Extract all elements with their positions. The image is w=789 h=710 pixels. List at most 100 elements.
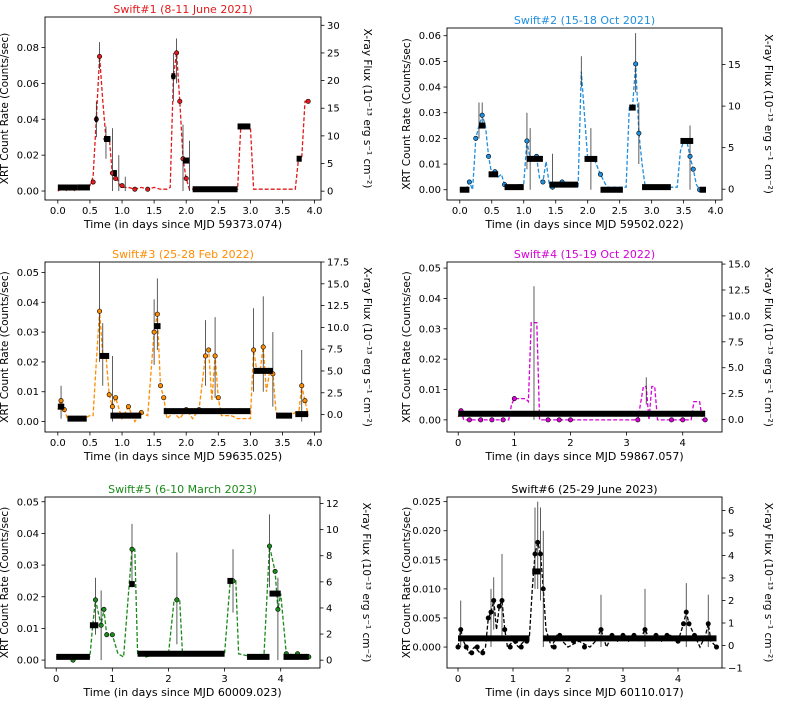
data-point	[161, 395, 167, 401]
chart-title: Swift#5 (6-10 March 2023)	[108, 483, 257, 496]
x-tick-label: 4	[680, 438, 686, 449]
x-axis-label: Time (in days since MJD 59373.074)	[83, 218, 282, 231]
data-point	[129, 546, 135, 552]
y-axis-label: XRT Count Rate (Counts/sec)	[401, 38, 413, 190]
data-point	[132, 186, 138, 192]
x-tick-label: 0.0	[50, 206, 66, 217]
y-tick-label: 0.03	[17, 328, 39, 339]
x-tick-label: 0.0	[50, 438, 66, 449]
data-point	[93, 597, 99, 603]
data-point	[212, 353, 218, 359]
y-tick-label: 0.06	[419, 31, 441, 42]
y-tick-label: 0.02	[17, 357, 39, 368]
data-point	[478, 417, 484, 423]
data-point	[633, 61, 639, 67]
y-tick-label: 0.000	[412, 643, 441, 654]
plot-area	[457, 286, 708, 423]
y2-tick-label: 10	[326, 525, 339, 536]
data-point	[202, 353, 208, 359]
y2-axis-label: X-ray Flux (10⁻¹³ erg s⁻¹ cm⁻²)	[361, 29, 373, 189]
x-tick-label: 1	[510, 674, 516, 685]
data-point	[260, 344, 266, 350]
data-point	[206, 347, 212, 353]
data-point	[486, 153, 492, 159]
y-tick-label: 0.00	[419, 415, 441, 426]
data-point	[687, 153, 693, 159]
x-tick-label: 0.5	[82, 206, 98, 217]
y-tick-label: 0.02	[17, 592, 39, 603]
data-point	[511, 396, 517, 402]
y2-tick-label: 10	[327, 131, 340, 142]
data-point	[90, 179, 96, 185]
data-point	[98, 622, 104, 628]
y2-tick-label: 17.5	[327, 258, 349, 269]
y2-tick-label: 12	[326, 499, 339, 510]
plot-frame	[446, 261, 723, 433]
y-tick-label: 0.00	[419, 185, 441, 196]
data-point	[540, 586, 546, 592]
x-tick-label: 2.5	[210, 438, 226, 449]
data-point	[702, 417, 708, 423]
flux-dashed-line	[457, 322, 706, 421]
x-tick-label: 3.0	[242, 206, 258, 217]
y2-tick-label: 7.5	[327, 345, 343, 356]
x-tick-label: 4.0	[708, 206, 724, 217]
y-tick-label: 0.03	[17, 561, 39, 572]
data-point	[458, 627, 464, 633]
y-axis-label: XRT Count Rate (Counts/sec)	[0, 33, 11, 185]
data-point	[455, 644, 461, 650]
y2-tick-label: 7.5	[728, 337, 744, 348]
y-tick-label: 0.020	[412, 526, 441, 537]
y2-tick-label: 2	[728, 596, 734, 607]
data-point	[686, 621, 692, 627]
data-point	[474, 644, 480, 650]
data-point	[496, 603, 502, 609]
data-point	[97, 308, 103, 314]
data-point	[151, 329, 157, 335]
x-tick-label: 3.5	[275, 438, 291, 449]
chart-panel-4: Swift#4 (15-19 Oct 2022)0 1 2 3 40.000.010.0…	[401, 248, 774, 463]
x-tick-label: 0	[53, 674, 59, 685]
data-point	[101, 606, 107, 612]
x-tick-label: 0.5	[82, 438, 98, 449]
y-tick-label: 0.05	[17, 268, 39, 279]
y-tick-label: 0.04	[17, 529, 39, 540]
y2-tick-label: 4	[728, 551, 734, 562]
y2-axis-label: X-ray Flux (10⁻¹³ erg s⁻¹ cm⁻²)	[361, 267, 373, 427]
data-point	[598, 627, 604, 633]
x-tick-label: 4	[278, 674, 284, 685]
y-tick-label: 0.005	[412, 613, 441, 624]
y-tick-label: 0.03	[419, 108, 441, 119]
data-point	[485, 615, 491, 621]
x-tick-label: 0	[455, 438, 461, 449]
y2-tick-label: 5	[728, 143, 734, 154]
data-point	[272, 568, 278, 574]
data-point	[266, 543, 272, 549]
data-point	[275, 606, 281, 612]
data-point	[705, 621, 711, 627]
data-point	[518, 644, 524, 650]
y-tick-label: 0.04	[419, 83, 441, 94]
chart-panel-3: Swift#3 (25-28 Feb 2022) 0.0 0.5 1.0 1.5 2.0 2…	[0, 248, 373, 463]
y-tick-label: 0.01	[17, 624, 39, 635]
y-axis-label: XRT Count Rate (Counts/sec)	[0, 271, 11, 423]
y-tick-label: 0.05	[419, 264, 441, 275]
plot-frame	[44, 261, 322, 433]
y-tick-label: 0.01	[419, 160, 441, 171]
chart-title: Swift#1 (8-11 June 2021)	[113, 3, 252, 16]
data-point	[532, 551, 538, 557]
plot-frame	[44, 496, 321, 669]
data-point	[302, 398, 308, 404]
chart-title: Swift#3 (25-28 Feb 2022)	[112, 248, 254, 261]
y2-tick-label: 0.0	[728, 415, 744, 426]
plot-area	[459, 33, 707, 193]
y2-tick-label: −1	[728, 664, 743, 675]
y2-tick-label: 15	[327, 104, 340, 115]
data-point	[680, 621, 686, 627]
x-tick-label: 0.5	[484, 206, 500, 217]
y2-axis-label: X-ray Flux (10⁻¹³ erg s⁻¹ cm⁻²)	[762, 503, 774, 663]
y2-tick-label: 15.0	[728, 260, 750, 271]
data-point	[109, 632, 115, 638]
chart-title: Swift#4 (15-19 Oct 2022)	[514, 248, 655, 261]
